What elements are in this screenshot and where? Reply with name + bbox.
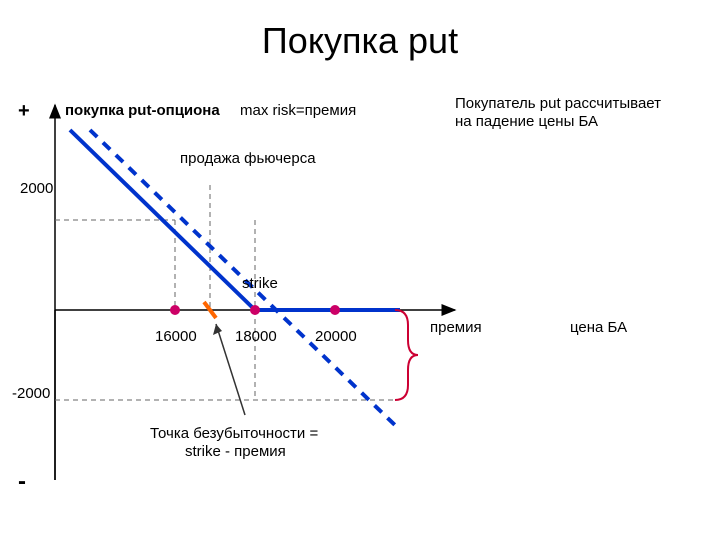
label-premium: премия [430, 319, 482, 336]
dot-18000 [250, 305, 260, 315]
label-buy-put: покупка put-опциона [65, 102, 220, 119]
xlabel-16000: 16000 [155, 328, 197, 345]
label-breakeven-2: strike - премия [185, 443, 286, 460]
chart-area: + - покупка put-опциона max risk=премия … [0, 80, 720, 500]
label-price-ba: цена БА [570, 319, 627, 336]
label-strike: strike [242, 275, 278, 292]
chart-svg [0, 80, 720, 500]
breakeven-arrowhead [213, 324, 222, 335]
minus-sign: - [18, 468, 26, 496]
dot-20000 [330, 305, 340, 315]
ylabel-2000: 2000 [20, 180, 53, 197]
xlabel-20000: 20000 [315, 328, 357, 345]
plus-sign: + [18, 100, 30, 123]
label-buyer-2: на падение цены БА [455, 113, 598, 130]
xlabel-18000: 18000 [235, 328, 277, 345]
label-max-risk: max risk=премия [240, 102, 356, 119]
label-breakeven-1: Точка безубыточности = [150, 425, 318, 442]
premium-bracket [395, 310, 418, 400]
chart-title: Покупка put [262, 20, 458, 62]
label-sell-futures: продажа фьючерса [180, 150, 316, 167]
label-buyer-1: Покупатель put рассчитывает [455, 95, 661, 112]
dot-16000 [170, 305, 180, 315]
ylabel-neg2000: -2000 [12, 385, 50, 402]
